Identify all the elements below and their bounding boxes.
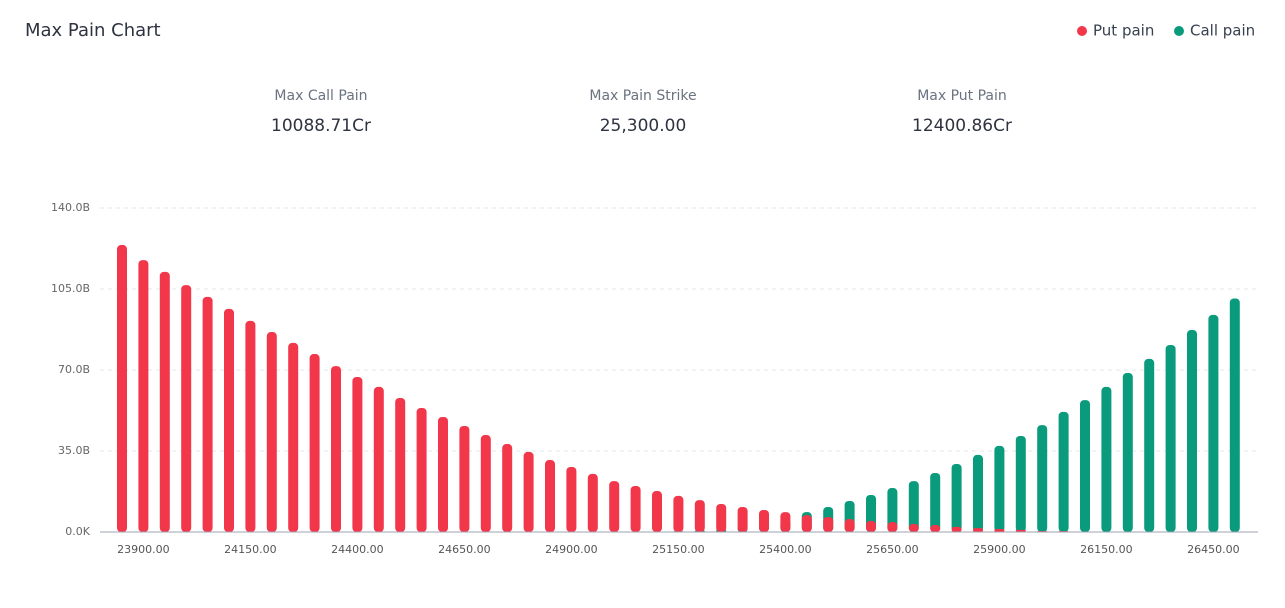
bar bbox=[887, 522, 897, 532]
bar bbox=[310, 354, 320, 532]
bar bbox=[716, 504, 726, 532]
bar bbox=[780, 512, 790, 532]
legend-marker bbox=[1077, 26, 1087, 36]
stat-label: Max Pain Strike bbox=[589, 88, 696, 104]
x-tick-label: 24900.00 bbox=[545, 543, 598, 556]
bar bbox=[1059, 412, 1069, 532]
bar bbox=[481, 435, 491, 532]
stat-value: 10088.71Cr bbox=[271, 116, 371, 136]
bar bbox=[138, 260, 148, 532]
bar bbox=[224, 309, 234, 532]
bar bbox=[866, 521, 876, 532]
bar bbox=[994, 446, 1004, 532]
bar bbox=[1166, 345, 1176, 532]
bar bbox=[845, 519, 855, 532]
bar bbox=[524, 452, 534, 532]
bar bbox=[652, 491, 662, 532]
bar bbox=[1016, 436, 1026, 532]
bar bbox=[545, 460, 555, 532]
legend-marker bbox=[1174, 26, 1184, 36]
bar bbox=[673, 496, 683, 532]
bar bbox=[181, 285, 191, 532]
bar bbox=[973, 455, 983, 532]
y-tick-label: 105.0B bbox=[51, 282, 90, 295]
x-tick-label: 25400.00 bbox=[759, 543, 812, 556]
bar bbox=[930, 525, 940, 532]
bar bbox=[459, 426, 469, 532]
x-tick-label: 25150.00 bbox=[652, 543, 705, 556]
bar bbox=[1080, 400, 1090, 532]
bar bbox=[203, 297, 213, 532]
bar bbox=[374, 387, 384, 532]
bar bbox=[609, 481, 619, 532]
x-tick-label: 25900.00 bbox=[973, 543, 1026, 556]
y-tick-label: 140.0B bbox=[51, 201, 90, 214]
stat-value: 12400.86Cr bbox=[912, 116, 1012, 136]
bar bbox=[245, 321, 255, 532]
bar bbox=[267, 332, 277, 532]
bar bbox=[1037, 425, 1047, 532]
bar bbox=[952, 464, 962, 532]
bar bbox=[160, 272, 170, 532]
bar bbox=[759, 510, 769, 532]
x-tick-label: 26150.00 bbox=[1080, 543, 1133, 556]
bar bbox=[952, 527, 962, 532]
x-tick-label: 25650.00 bbox=[866, 543, 919, 556]
stat-value: 25,300.00 bbox=[600, 116, 687, 136]
bar bbox=[695, 500, 705, 532]
bar bbox=[395, 398, 405, 532]
bar bbox=[631, 486, 641, 532]
bar bbox=[1208, 315, 1218, 532]
bar bbox=[588, 474, 598, 532]
bar bbox=[352, 377, 362, 532]
bar bbox=[502, 444, 512, 532]
bar bbox=[802, 515, 812, 532]
bar bbox=[1123, 373, 1133, 532]
bar bbox=[566, 467, 576, 532]
chart-title: Max Pain Chart bbox=[25, 20, 161, 41]
bar bbox=[973, 528, 983, 532]
y-tick-label: 35.0B bbox=[58, 444, 90, 457]
bar bbox=[438, 417, 448, 532]
bar bbox=[1101, 387, 1111, 532]
stat-label: Max Put Pain bbox=[917, 88, 1007, 104]
bar bbox=[117, 245, 127, 532]
stat-label: Max Call Pain bbox=[274, 88, 367, 104]
y-tick-label: 0.0K bbox=[65, 525, 90, 538]
bar bbox=[909, 524, 919, 532]
bar bbox=[331, 366, 341, 532]
legend-label: Call pain bbox=[1190, 22, 1255, 40]
bar bbox=[1187, 330, 1197, 532]
x-tick-label: 26450.00 bbox=[1187, 543, 1240, 556]
bar bbox=[823, 517, 833, 532]
bar bbox=[1144, 359, 1154, 532]
y-tick-label: 70.0B bbox=[58, 363, 90, 376]
x-tick-label: 24650.00 bbox=[438, 543, 491, 556]
x-tick-label: 24400.00 bbox=[331, 543, 384, 556]
x-tick-label: 23900.00 bbox=[117, 543, 170, 556]
bar bbox=[417, 408, 427, 532]
legend-label: Put pain bbox=[1093, 22, 1154, 40]
bar bbox=[930, 473, 940, 532]
bar bbox=[288, 343, 298, 532]
bar bbox=[1230, 298, 1240, 532]
x-tick-label: 24150.00 bbox=[224, 543, 277, 556]
bar bbox=[738, 507, 748, 532]
